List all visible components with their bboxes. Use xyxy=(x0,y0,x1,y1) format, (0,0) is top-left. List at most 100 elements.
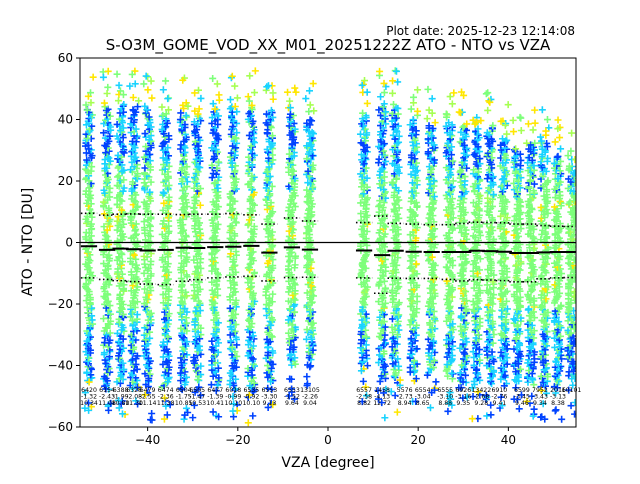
data-point xyxy=(161,133,169,141)
data-point xyxy=(114,396,122,404)
data-point xyxy=(113,226,121,234)
data-point xyxy=(147,178,155,186)
stat-annotation: 9.13 xyxy=(262,400,276,407)
stat-annotation: 9.46 xyxy=(515,400,529,407)
data-point xyxy=(178,235,186,243)
data-point xyxy=(164,106,172,114)
data-point xyxy=(181,305,189,313)
data-point xyxy=(143,158,151,166)
data-point xyxy=(129,106,137,114)
data-point xyxy=(190,281,198,289)
data-point xyxy=(105,147,113,155)
stat-annotation: 10.41 xyxy=(206,400,224,407)
data-column xyxy=(189,86,205,422)
data-point xyxy=(120,365,128,373)
data-point xyxy=(165,132,173,140)
data-point xyxy=(118,250,126,258)
data-point xyxy=(134,400,142,408)
data-point xyxy=(165,193,173,201)
data-point xyxy=(114,97,122,105)
data-point xyxy=(102,149,110,157)
data-point xyxy=(159,254,167,262)
data-point xyxy=(120,166,128,174)
data-point xyxy=(178,259,186,267)
data-point xyxy=(159,188,167,196)
data-point xyxy=(176,116,184,124)
data-point xyxy=(102,385,110,393)
data-point xyxy=(104,67,112,75)
data-point xyxy=(83,358,91,366)
data-point xyxy=(129,297,137,305)
data-point xyxy=(128,356,136,364)
data-point xyxy=(194,368,202,376)
data-point xyxy=(114,151,122,159)
data-point xyxy=(142,133,150,141)
data-point xyxy=(127,166,135,174)
data-point xyxy=(127,357,135,365)
data-point xyxy=(158,103,166,111)
data-point xyxy=(103,233,111,241)
x-tick-label: −40 xyxy=(135,433,160,447)
data-point xyxy=(102,324,110,332)
data-point xyxy=(166,401,174,409)
stat-annotation: 8.82 xyxy=(357,400,371,407)
data-point xyxy=(140,153,148,161)
data-point xyxy=(165,162,173,170)
data-point xyxy=(146,334,154,342)
data-point xyxy=(116,379,124,387)
data-point xyxy=(118,410,126,418)
data-point xyxy=(114,173,122,181)
data-point xyxy=(118,258,126,266)
data-point xyxy=(128,70,136,78)
data-point xyxy=(106,346,114,354)
data-point xyxy=(133,383,141,391)
stat-annotation: 10.10 xyxy=(224,400,242,407)
data-point xyxy=(184,409,192,417)
data-point xyxy=(147,309,155,317)
data-point xyxy=(183,292,191,300)
data-point xyxy=(182,288,190,296)
stat-annotation: 9.64 xyxy=(285,400,299,407)
data-point xyxy=(119,124,127,132)
stat-annotation: 8.94 xyxy=(398,400,412,407)
stat-annotation: 11.14 xyxy=(139,400,157,407)
stat-annotation: 12.72 xyxy=(373,400,391,407)
data-point xyxy=(134,237,142,245)
data-point xyxy=(142,336,150,344)
data-point xyxy=(184,102,192,110)
stat-annotation: 8.65 xyxy=(416,400,430,407)
data-point xyxy=(141,391,149,399)
data-point xyxy=(116,227,124,235)
data-point xyxy=(119,91,127,99)
data-point xyxy=(144,354,152,362)
data-point xyxy=(144,383,152,391)
data-point xyxy=(159,86,167,94)
data-point xyxy=(129,93,137,101)
data-point xyxy=(113,237,121,245)
data-point xyxy=(182,210,190,218)
stat-annotation: 10.10 xyxy=(242,400,260,407)
data-point xyxy=(101,134,109,142)
data-point xyxy=(142,263,150,271)
data-point xyxy=(145,113,153,121)
data-point xyxy=(113,182,121,190)
data-point xyxy=(131,303,139,311)
data-point xyxy=(177,141,185,149)
stat-annotation: 8.38 xyxy=(551,400,565,407)
data-point xyxy=(197,362,205,370)
data-point xyxy=(88,163,96,171)
data-point xyxy=(133,352,141,360)
data-point xyxy=(100,373,108,381)
data-point xyxy=(115,81,123,89)
data-point xyxy=(103,164,111,172)
data-point xyxy=(145,221,153,229)
data-point xyxy=(142,143,150,151)
data-point xyxy=(81,389,89,397)
data-point xyxy=(183,243,191,251)
data-point xyxy=(120,184,128,192)
data-point xyxy=(106,132,114,140)
data-point xyxy=(177,324,185,332)
data-point xyxy=(113,329,121,337)
data-point xyxy=(159,220,167,228)
plot-date: Plot date: 2025-12-23 12:14:08 xyxy=(386,24,575,38)
